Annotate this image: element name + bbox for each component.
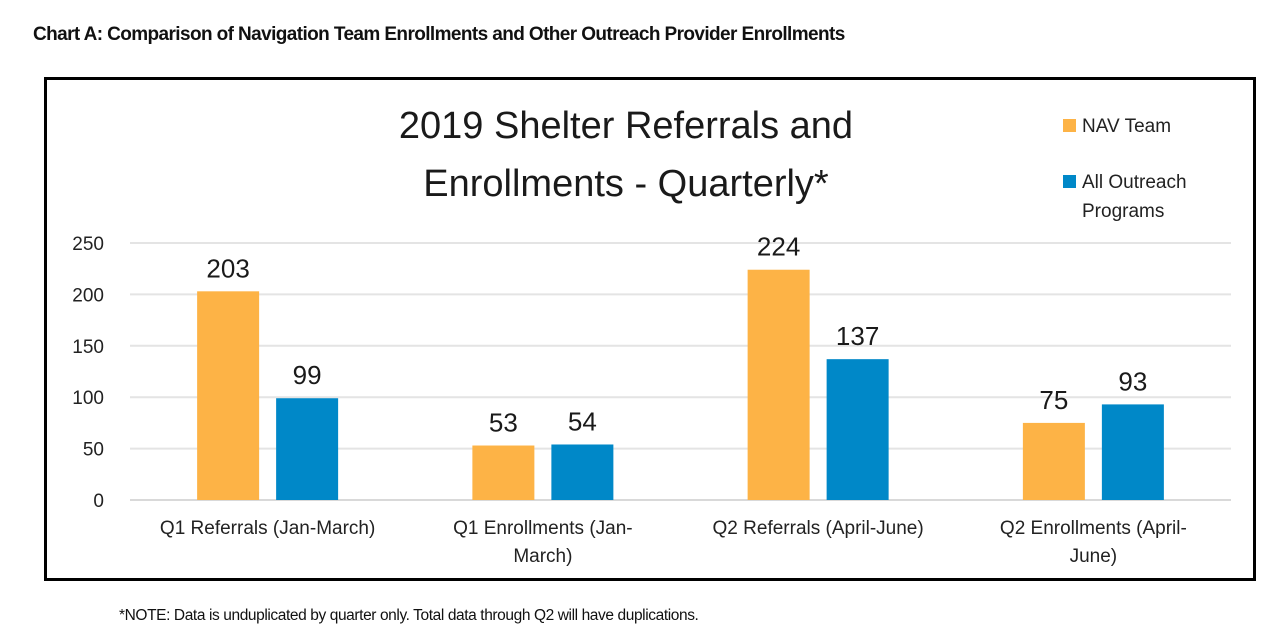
y-tick-label: 50 [83, 440, 104, 461]
chart-title-line: 2019 Shelter Referrals and [399, 105, 853, 147]
data-labels: 203 53 224 75 99 54 137 93 [206, 232, 1147, 438]
chart-title-line: Enrollments - Quarterly* [423, 163, 829, 205]
chart-frame: 2019 Shelter Referrals and Enrollments - … [44, 77, 1256, 581]
x-category-label: Q2 Enrollments (April- [1000, 518, 1187, 539]
bar-all-outreach-programs [276, 398, 339, 500]
chart-title: 2019 Shelter Referrals and Enrollments - … [399, 105, 853, 205]
legend-swatch [1063, 119, 1076, 132]
bar-all-outreach-programs [826, 359, 889, 500]
footnote: *NOTE: Data is unduplicated by quarter o… [119, 607, 699, 624]
x-category-label: June) [1070, 546, 1118, 567]
y-tick-label: 150 [72, 337, 104, 358]
legend-label: NAV Team [1082, 116, 1171, 137]
data-label: 54 [568, 406, 597, 436]
legend-label: Programs [1082, 201, 1164, 222]
data-label: 137 [836, 321, 879, 351]
x-category-label: March) [513, 546, 572, 567]
x-category-label: Q1 Enrollments (Jan- [453, 518, 633, 539]
legend: NAV Team All Outreach Programs [1063, 116, 1187, 222]
data-label: 53 [489, 408, 518, 438]
data-label: 203 [206, 253, 249, 283]
bar-nav-team [197, 291, 260, 500]
data-label: 99 [293, 360, 322, 390]
y-tick-label: 200 [72, 285, 104, 306]
page-heading: Chart A: Comparison of Navigation Team E… [33, 24, 845, 45]
x-axis-categories: Q1 Referrals (Jan-March) Q1 Enrollments (… [160, 518, 1187, 567]
y-tick-label: 250 [72, 234, 104, 255]
legend-swatch [1063, 175, 1076, 188]
bar-chart: 2019 Shelter Referrals and Enrollments - … [72, 105, 1231, 567]
bar-nav-team [472, 445, 535, 500]
x-category-label: Q1 Referrals (Jan-March) [160, 518, 375, 539]
x-category-label: Q2 Referrals (April-June) [713, 518, 924, 539]
bars [197, 269, 1164, 500]
y-axis-ticks: 0 50 100 150 200 250 [72, 234, 104, 512]
bar-all-outreach-programs [1101, 404, 1164, 500]
bar-all-outreach-programs [551, 444, 614, 500]
data-label: 75 [1039, 385, 1068, 415]
data-label: 224 [757, 232, 800, 262]
bar-nav-team [747, 269, 810, 500]
y-tick-label: 100 [72, 388, 104, 409]
y-tick-label: 0 [93, 491, 104, 512]
legend-label: All Outreach [1082, 172, 1187, 193]
bar-nav-team [1022, 422, 1085, 500]
data-label: 93 [1118, 366, 1147, 396]
